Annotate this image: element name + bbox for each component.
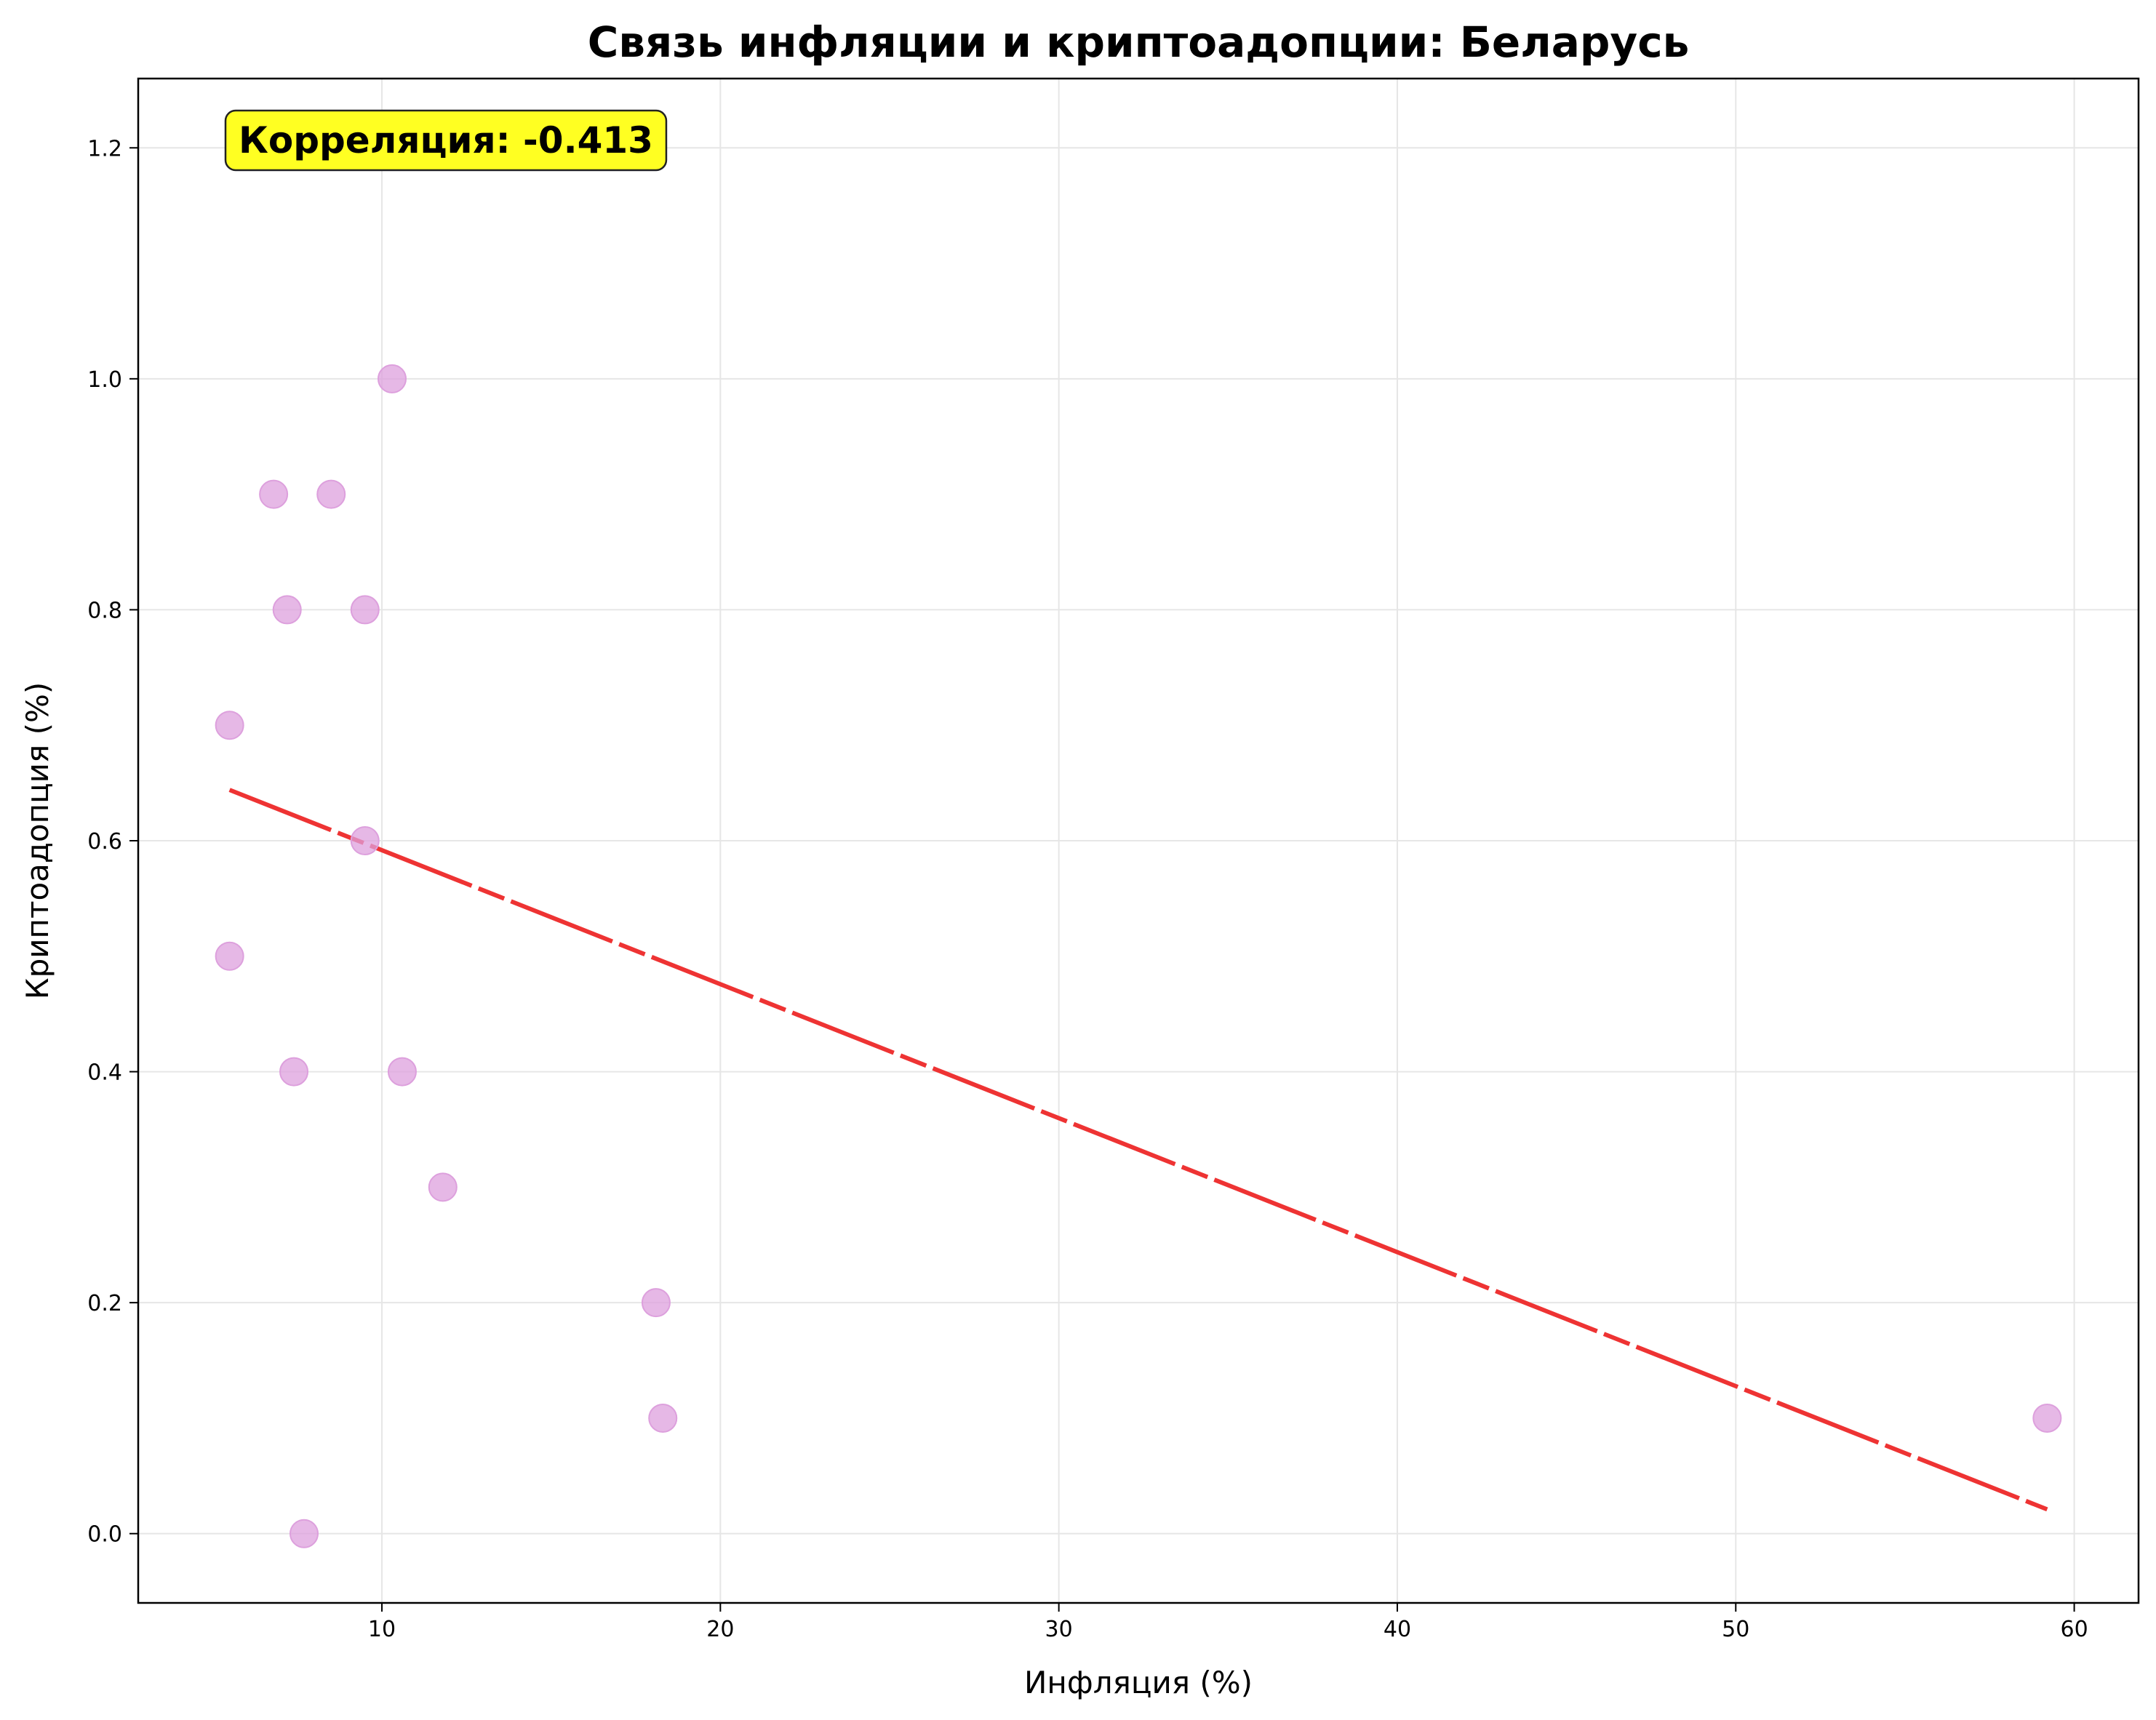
data-point — [387, 1057, 417, 1087]
y-tick-label: 0.0 — [87, 1522, 122, 1548]
correlation-annotation-box — [224, 109, 668, 172]
data-point — [316, 479, 346, 509]
correlation-annotation-text: Корреляция: -0.413 — [239, 119, 653, 161]
x-axis-label: Инфляция (%) — [1024, 1665, 1253, 1700]
ticks: 10 20 30 40 50 60 0.0 0.2 0.4 0.6 0.8 1.0 1.2 — [87, 136, 2088, 1642]
x-tick-label: 40 — [1384, 1617, 1411, 1642]
x-tick-label: 20 — [706, 1617, 734, 1642]
y-tick-label: 1.0 — [87, 367, 122, 393]
data-point — [279, 1057, 309, 1087]
chart-title: Связь инфляции и криптоадопции: Беларусь — [588, 17, 1690, 67]
trendline-layer — [228, 788, 2048, 1512]
data-point — [215, 711, 244, 740]
data-point — [272, 595, 302, 625]
x-tick-label: 10 — [368, 1617, 396, 1642]
data-point — [428, 1172, 458, 1202]
data-point — [290, 1519, 319, 1548]
data-point — [377, 364, 407, 393]
data-point — [350, 595, 380, 625]
data-point — [641, 1288, 671, 1318]
x-tick-label: 30 — [1045, 1617, 1073, 1642]
data-point — [215, 941, 244, 971]
y-tick-label: 0.6 — [87, 829, 122, 855]
correlation-annotation: Корреляция: -0.413 — [224, 109, 668, 172]
y-axis-label: Криптоадопция (%) — [20, 682, 55, 1000]
data-point — [350, 826, 380, 855]
y-tick-label: 1.2 — [87, 136, 122, 161]
points-layer — [215, 364, 2062, 1548]
y-tick-label: 0.8 — [87, 598, 122, 623]
trend-line — [228, 788, 2048, 1512]
x-tick-label: 50 — [1722, 1617, 1749, 1642]
grid — [138, 79, 2139, 1603]
data-point — [2032, 1403, 2062, 1433]
y-tick-label: 0.2 — [87, 1291, 122, 1316]
x-tick-label: 60 — [2060, 1617, 2088, 1642]
data-point — [648, 1403, 678, 1433]
data-point — [259, 479, 289, 509]
y-tick-label: 0.4 — [87, 1060, 122, 1086]
